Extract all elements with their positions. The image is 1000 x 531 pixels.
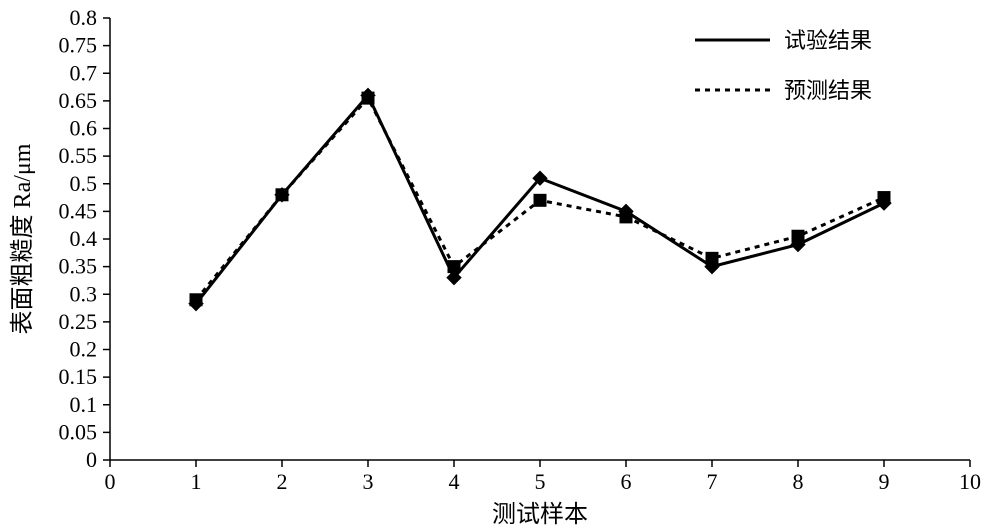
marker-square — [706, 252, 718, 264]
x-tick-label: 4 — [449, 469, 460, 494]
y-tick-label: 0.5 — [70, 171, 98, 196]
x-tick-label: 8 — [793, 469, 804, 494]
x-tick-label: 5 — [535, 469, 546, 494]
marker-square — [190, 294, 202, 306]
x-tick-label: 10 — [959, 469, 981, 494]
y-tick-label: 0.75 — [59, 33, 98, 58]
marker-square — [448, 261, 460, 273]
y-tick-label: 0.6 — [70, 116, 98, 141]
marker-square — [534, 194, 546, 206]
y-tick-label: 0.25 — [59, 309, 98, 334]
y-tick-label: 0.15 — [59, 364, 98, 389]
x-tick-label: 1 — [191, 469, 202, 494]
marker-square — [620, 211, 632, 223]
legend-label: 预测结果 — [784, 78, 872, 103]
marker-square — [792, 230, 804, 242]
chart-container: 0 0.050.1 0.150.2 0.25 0.30.35 0.4 0.450.5 0.55… — [0, 0, 1000, 531]
y-tick-label: 0.45 — [59, 198, 98, 223]
marker-square — [878, 192, 890, 204]
y-tick-label: 0.3 — [70, 281, 98, 306]
y-tick-label: 0 — [86, 447, 97, 472]
y-axis-label: 表面粗糙度 Ra/μm — [9, 143, 36, 334]
x-tick-label: 9 — [879, 469, 890, 494]
roughness-line-chart: 0 0.050.1 0.150.2 0.25 0.30.35 0.4 0.450.5 0.55… — [0, 0, 1000, 531]
y-tick-label: 0.7 — [70, 60, 98, 85]
x-axis-label: 测试样本 — [492, 501, 588, 528]
y-tick-label: 0.1 — [70, 392, 98, 417]
y-tick-label: 0.8 — [70, 5, 98, 30]
x-tick-label: 0 — [105, 469, 116, 494]
y-tick-label: 0.05 — [59, 419, 98, 444]
y-tick-label: 0.65 — [59, 88, 98, 113]
x-tick-label: 2 — [277, 469, 288, 494]
x-tick-label: 6 — [621, 469, 632, 494]
y-tick-label: 0.35 — [59, 254, 98, 279]
x-tick-label: 3 — [363, 469, 374, 494]
x-tick-label: 7 — [707, 469, 718, 494]
y-tick-label: 0.4 — [70, 226, 98, 251]
y-tick-label: 0.55 — [59, 143, 98, 168]
y-tick-label: 0.2 — [70, 337, 98, 362]
marker-square — [362, 92, 374, 104]
marker-square — [276, 189, 288, 201]
legend-label: 试验结果 — [784, 28, 872, 53]
